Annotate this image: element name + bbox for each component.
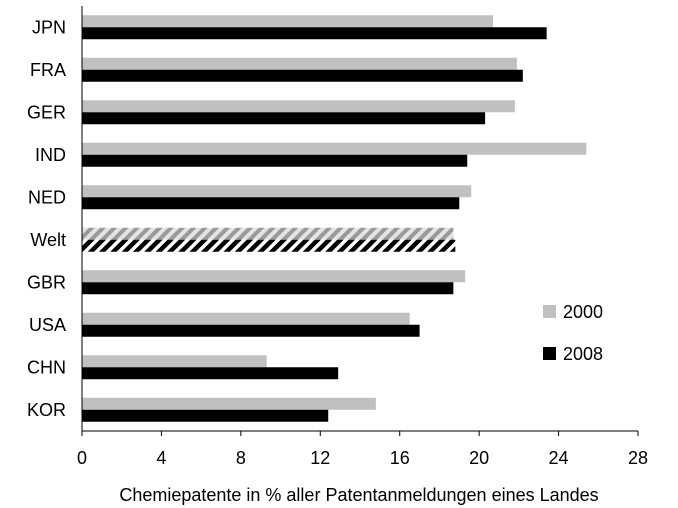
legend: 2000 2008: [543, 302, 603, 364]
category-label-usa: USA: [29, 315, 66, 335]
bar-usa-2000: [82, 312, 410, 325]
bar-gbr-2000: [82, 270, 466, 283]
category-label-welt: Welt: [30, 230, 66, 250]
x-tick-label-24: 24: [549, 448, 569, 468]
legend-swatch-2008: [543, 347, 556, 360]
x-tick-label-16: 16: [390, 448, 410, 468]
bar-ned-2008: [82, 197, 460, 210]
bar-fra-2000: [82, 57, 517, 70]
bar-fra-2008: [82, 69, 523, 82]
bar-ger-2000: [82, 100, 515, 113]
bar-chn-2000: [82, 355, 267, 368]
x-tick-label-0: 0: [77, 448, 87, 468]
bar-kor-2000: [82, 397, 376, 410]
bar-gbr-2008: [82, 282, 454, 295]
bar-welt-2000: [82, 227, 454, 240]
x-tick-label-8: 8: [236, 448, 246, 468]
x-tick-label-20: 20: [469, 448, 489, 468]
bar-kor-2008: [82, 409, 329, 422]
legend-label-2000: 2000: [563, 302, 603, 322]
bar-chn-2008: [82, 367, 339, 380]
category-label-chn: CHN: [27, 357, 66, 377]
bar-ger-2008: [82, 112, 486, 125]
bar-ind-2000: [82, 142, 587, 155]
bar-ind-2008: [82, 154, 468, 167]
bar-welt-2008: [82, 239, 456, 252]
legend-swatch-2000: [543, 305, 556, 318]
bar-ned-2000: [82, 185, 472, 198]
bar-jpn-2000: [82, 15, 494, 28]
bar-usa-2008: [82, 324, 420, 337]
category-label-fra: FRA: [30, 60, 66, 80]
category-label-kor: KOR: [27, 400, 66, 420]
category-label-ger: GER: [27, 102, 66, 122]
category-label-gbr: GBR: [27, 272, 66, 292]
x-tick-label-12: 12: [310, 448, 330, 468]
x-tick-label-4: 4: [156, 448, 166, 468]
plot-area: JPN FRA GER IND NED Welt GBR USA CHN KOR 0 4 8 12 16 20…: [27, 6, 648, 468]
category-label-ned: NED: [28, 187, 66, 207]
x-tick-label-28: 28: [628, 448, 648, 468]
category-label-jpn: JPN: [32, 17, 66, 37]
bar-jpn-2008: [82, 27, 547, 40]
legend-label-2008: 2008: [563, 344, 603, 364]
x-axis-label: Chemiepatente in % aller Patentanmeldung…: [119, 485, 598, 505]
category-label-ind: IND: [35, 145, 66, 165]
